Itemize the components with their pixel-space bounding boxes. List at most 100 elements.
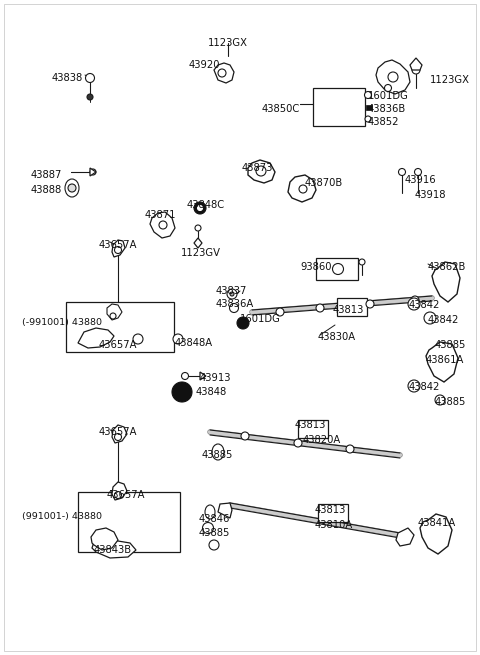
Text: 43846: 43846 [199, 514, 230, 524]
Text: 43885: 43885 [435, 340, 467, 350]
Polygon shape [200, 372, 206, 380]
Text: 43885: 43885 [202, 450, 233, 460]
Polygon shape [410, 58, 422, 70]
Circle shape [294, 439, 302, 447]
Circle shape [408, 298, 420, 310]
Text: 43843B: 43843B [94, 545, 132, 555]
Circle shape [85, 73, 95, 83]
Text: 43813: 43813 [295, 420, 326, 430]
Circle shape [173, 334, 183, 344]
Text: 43810A: 43810A [315, 520, 353, 530]
Text: 43871: 43871 [145, 210, 177, 220]
Text: 43885: 43885 [199, 528, 230, 538]
Text: 43918: 43918 [415, 190, 446, 200]
Text: 43657A: 43657A [107, 490, 145, 500]
Text: 43838: 43838 [52, 73, 83, 83]
Text: 43836A: 43836A [216, 299, 254, 309]
Polygon shape [420, 514, 452, 554]
Text: 43873: 43873 [242, 163, 274, 173]
Text: 43861A: 43861A [426, 355, 464, 365]
Circle shape [159, 221, 167, 229]
Text: 1123GX: 1123GX [430, 75, 470, 85]
Circle shape [133, 334, 143, 344]
Text: 43913: 43913 [200, 373, 231, 383]
Circle shape [424, 312, 436, 324]
Ellipse shape [203, 523, 214, 534]
Text: 43920: 43920 [189, 60, 220, 70]
Circle shape [435, 395, 445, 405]
Text: 43887: 43887 [31, 170, 62, 180]
Circle shape [256, 166, 266, 176]
Text: 43848A: 43848A [175, 338, 213, 348]
Ellipse shape [205, 505, 215, 519]
Text: 43657A: 43657A [99, 340, 137, 350]
Text: 43820A: 43820A [303, 435, 341, 445]
Text: 1123GV: 1123GV [181, 248, 221, 258]
Circle shape [181, 373, 189, 379]
Text: 1601DG: 1601DG [368, 91, 409, 101]
Circle shape [87, 94, 93, 100]
Text: 43813: 43813 [315, 505, 347, 515]
Text: 43885: 43885 [435, 397, 467, 407]
Polygon shape [112, 425, 127, 443]
Polygon shape [426, 342, 458, 382]
Text: 43830A: 43830A [318, 332, 356, 342]
Text: 43657A: 43657A [99, 427, 137, 437]
Circle shape [110, 313, 116, 319]
Polygon shape [107, 304, 122, 320]
Text: 93860: 93860 [300, 262, 332, 272]
Bar [337, 298, 367, 316]
Text: 43842: 43842 [409, 300, 440, 310]
Text: 43657A: 43657A [99, 240, 137, 250]
Circle shape [195, 225, 201, 231]
Text: 43848: 43848 [196, 387, 227, 397]
Bar [316, 258, 358, 280]
Circle shape [316, 304, 324, 312]
Text: 43813: 43813 [333, 305, 364, 315]
Ellipse shape [209, 540, 219, 550]
Circle shape [230, 292, 234, 296]
Circle shape [227, 289, 237, 299]
Circle shape [384, 84, 392, 92]
Polygon shape [288, 175, 316, 202]
Bar [318, 504, 348, 522]
Circle shape [115, 491, 121, 498]
Circle shape [241, 432, 249, 440]
Circle shape [299, 185, 307, 193]
Polygon shape [91, 528, 118, 550]
Circle shape [194, 202, 206, 214]
Circle shape [218, 69, 226, 77]
Text: 43862B: 43862B [428, 262, 467, 272]
Polygon shape [150, 212, 175, 238]
Circle shape [276, 308, 284, 316]
Ellipse shape [65, 179, 79, 197]
Text: (991001-) 43880: (991001-) 43880 [22, 512, 102, 521]
Text: 43870B: 43870B [305, 178, 343, 188]
Circle shape [398, 168, 406, 176]
Text: (-991001) 43880: (-991001) 43880 [22, 318, 102, 327]
Circle shape [364, 92, 372, 98]
Polygon shape [78, 328, 114, 348]
Circle shape [229, 303, 239, 312]
Circle shape [388, 72, 398, 82]
Text: 43852: 43852 [368, 117, 399, 127]
Text: 43888: 43888 [31, 185, 62, 195]
Circle shape [237, 317, 249, 329]
Circle shape [172, 382, 192, 402]
Text: 43850C: 43850C [262, 104, 300, 114]
Bar [313, 88, 365, 126]
Ellipse shape [212, 444, 224, 460]
Polygon shape [112, 482, 127, 500]
Bar [78, 492, 180, 552]
Polygon shape [396, 528, 414, 546]
Polygon shape [432, 262, 460, 302]
Text: 1601DG: 1601DG [240, 314, 281, 324]
Polygon shape [92, 540, 136, 558]
Polygon shape [248, 160, 275, 183]
Circle shape [365, 116, 371, 122]
Text: 43841A: 43841A [418, 518, 456, 528]
Polygon shape [90, 168, 96, 176]
Circle shape [115, 246, 121, 253]
Circle shape [115, 434, 121, 441]
Text: 43836B: 43836B [368, 104, 406, 114]
